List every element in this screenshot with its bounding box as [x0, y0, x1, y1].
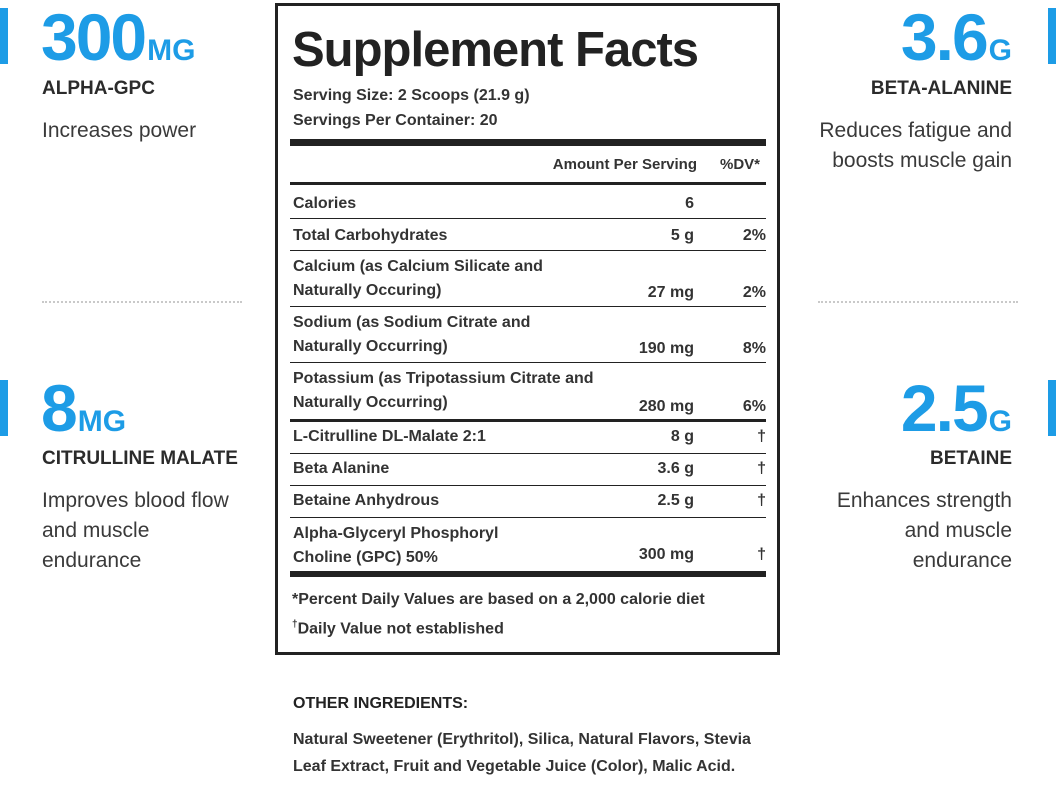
row-divider	[290, 250, 766, 251]
row-name: Beta Alanine	[293, 460, 390, 477]
row-amount: 2.5 g	[657, 492, 694, 509]
col-header-dv: %DV*	[719, 156, 760, 173]
unit: MG	[147, 34, 196, 67]
facts-title: Supplement Facts	[292, 23, 699, 77]
divider-medium	[290, 419, 766, 422]
row-name: Sodium (as Sodium Citrate and Naturally …	[293, 314, 531, 355]
supplement-facts-panel: Supplement Facts Serving Size: 2 Scoops …	[275, 3, 780, 655]
row-divider	[290, 517, 766, 518]
accent-bar-right-bottom	[1048, 380, 1056, 436]
row-calories: Calories 6	[290, 186, 766, 218]
row-sodium: Sodium (as Sodium Citrate and Naturally …	[290, 307, 766, 363]
row-amount: 8 g	[670, 428, 694, 445]
row-divider	[290, 306, 766, 307]
row-beta-alanine: Beta Alanine 3.6 g †	[290, 454, 766, 485]
row-divider	[290, 362, 766, 363]
row-dv: †	[757, 428, 766, 445]
row-carbohydrates: Total Carbohydrates 5 g 2%	[290, 219, 766, 251]
row-dv: †	[757, 492, 766, 509]
row-dv: 2%	[742, 227, 766, 244]
row-alpha-gpc: Alpha-Glyceryl Phosphoryl Choline (GPC) …	[290, 518, 766, 574]
row-dv: 6%	[742, 398, 766, 415]
divider-header	[290, 182, 766, 185]
alpha-gpc-label: ALPHA-GPC	[42, 78, 155, 99]
citrulline-description: Improves blood flow and muscle endurance	[42, 489, 229, 572]
row-name: Alpha-Glyceryl Phosphoryl Choline (GPC) …	[293, 525, 499, 566]
footnote-not-established: †Daily Value not established	[292, 619, 504, 638]
row-name: Calcium (as Calcium Silicate and Natural…	[293, 258, 543, 299]
other-ingredients-text: Natural Sweetener (Erythritol), Silica, …	[293, 731, 751, 775]
row-name: Potassium (as Tripotassium Citrate and N…	[293, 370, 594, 411]
divider-dots-right	[818, 301, 1018, 303]
col-header-amount: Amount Per Serving	[552, 156, 697, 173]
row-potassium: Potassium (as Tripotassium Citrate and N…	[290, 363, 766, 419]
row-name: Calories	[293, 195, 357, 212]
servings-per-container: Servings Per Container: 20	[293, 112, 498, 129]
divider-dots-left	[42, 301, 242, 303]
row-amount: 5 g	[670, 227, 694, 244]
footnote-dv: *Percent Daily Values are based on a 2,0…	[292, 591, 705, 608]
beta-alanine-label: BETA-ALANINE	[870, 78, 1012, 99]
alpha-gpc-description: Increases power	[42, 119, 197, 142]
row-dv: †	[757, 546, 766, 563]
row-amount: 300 mg	[638, 546, 694, 563]
row-divider	[290, 218, 766, 219]
row-amount: 3.6 g	[657, 460, 694, 477]
citrulline-label: CITRULLINE MALATE	[42, 448, 238, 469]
unit: G	[988, 34, 1012, 67]
row-betaine: Betaine Anhydrous 2.5 g †	[290, 486, 766, 517]
alpha-gpc-amount: 300MG	[41, 4, 195, 84]
row-amount: 6	[685, 195, 694, 212]
divider-thick-top	[290, 139, 766, 146]
betaine-amount: 2.5G	[901, 375, 1012, 455]
value: 300	[41, 0, 147, 74]
row-dv: 8%	[742, 340, 766, 357]
dagger-mark: †	[292, 619, 298, 630]
beta-alanine-description: Reduces fatigue and boosts muscle gain	[819, 119, 1012, 172]
row-name: Betaine Anhydrous	[293, 492, 440, 509]
row-amount: 27 mg	[647, 284, 694, 301]
row-dv: †	[757, 460, 766, 477]
row-name: L-Citrulline DL-Malate 2:1	[293, 428, 486, 445]
value: 8	[41, 371, 78, 445]
betaine-description: Enhances strength and muscle endurance	[836, 489, 1012, 572]
divider-thick-bottom	[290, 571, 766, 577]
unit: MG	[77, 405, 127, 438]
accent-bar-right-top	[1048, 8, 1056, 64]
beta-alanine-amount: 3.6G	[901, 4, 1012, 84]
row-calcium: Calcium (as Calcium Silicate and Natural…	[290, 251, 766, 307]
serving-size: Serving Size: 2 Scoops (21.9 g)	[293, 87, 530, 104]
row-divider	[290, 485, 766, 486]
footnote-text: Daily Value not established	[297, 620, 504, 638]
accent-bar-left-top	[0, 8, 8, 64]
betaine-label: BETAINE	[930, 448, 1012, 469]
value: 3.6	[900, 0, 989, 74]
unit: G	[988, 405, 1012, 438]
value: 2.5	[900, 371, 989, 445]
row-name: Total Carbohydrates	[293, 227, 448, 244]
row-amount: 190 mg	[638, 340, 694, 357]
row-dv: 2%	[742, 284, 766, 301]
other-ingredients-title: OTHER INGREDIENTS:	[293, 695, 469, 712]
row-citrulline: L-Citrulline DL-Malate 2:1 8 g †	[290, 422, 766, 453]
row-amount: 280 mg	[638, 398, 694, 415]
accent-bar-left-bottom	[0, 380, 8, 436]
row-divider	[290, 453, 766, 454]
citrulline-amount: 8MG	[41, 375, 126, 455]
